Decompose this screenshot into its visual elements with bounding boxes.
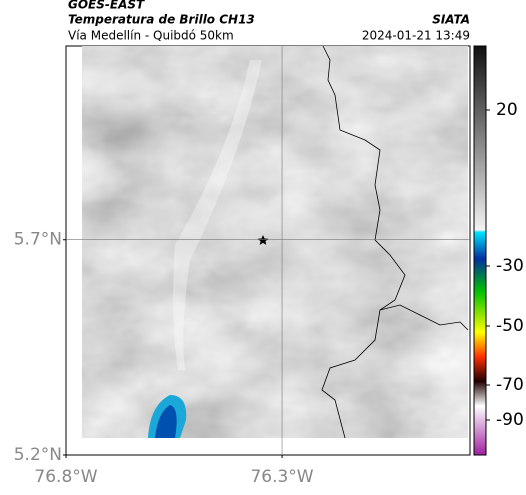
- colorbar-label: 20: [496, 100, 518, 120]
- cold-core: [155, 405, 177, 438]
- lon-label: 76.8°W: [34, 467, 97, 487]
- colorbar-label: -90: [496, 410, 524, 430]
- cloud-band: [173, 60, 262, 370]
- lat-label: 5.7°N: [14, 230, 62, 250]
- agency: SIATA: [432, 13, 470, 27]
- timestamp: 2024-01-21 13:49: [362, 29, 470, 43]
- colorbar-label: -30: [496, 256, 524, 276]
- colorbar-label: -70: [496, 375, 524, 395]
- subtitle: Vía Medellín - Quibdó 50km: [68, 29, 234, 43]
- colorbar: [473, 45, 487, 456]
- colorbar-label: -50: [496, 316, 524, 336]
- lon-label: 76.3°W: [250, 467, 313, 487]
- lat-label: 5.2°N: [14, 445, 62, 465]
- source: GOES-EAST: [68, 0, 145, 12]
- title: Temperatura de Brillo CH13: [68, 13, 255, 27]
- satellite-image: [82, 46, 468, 438]
